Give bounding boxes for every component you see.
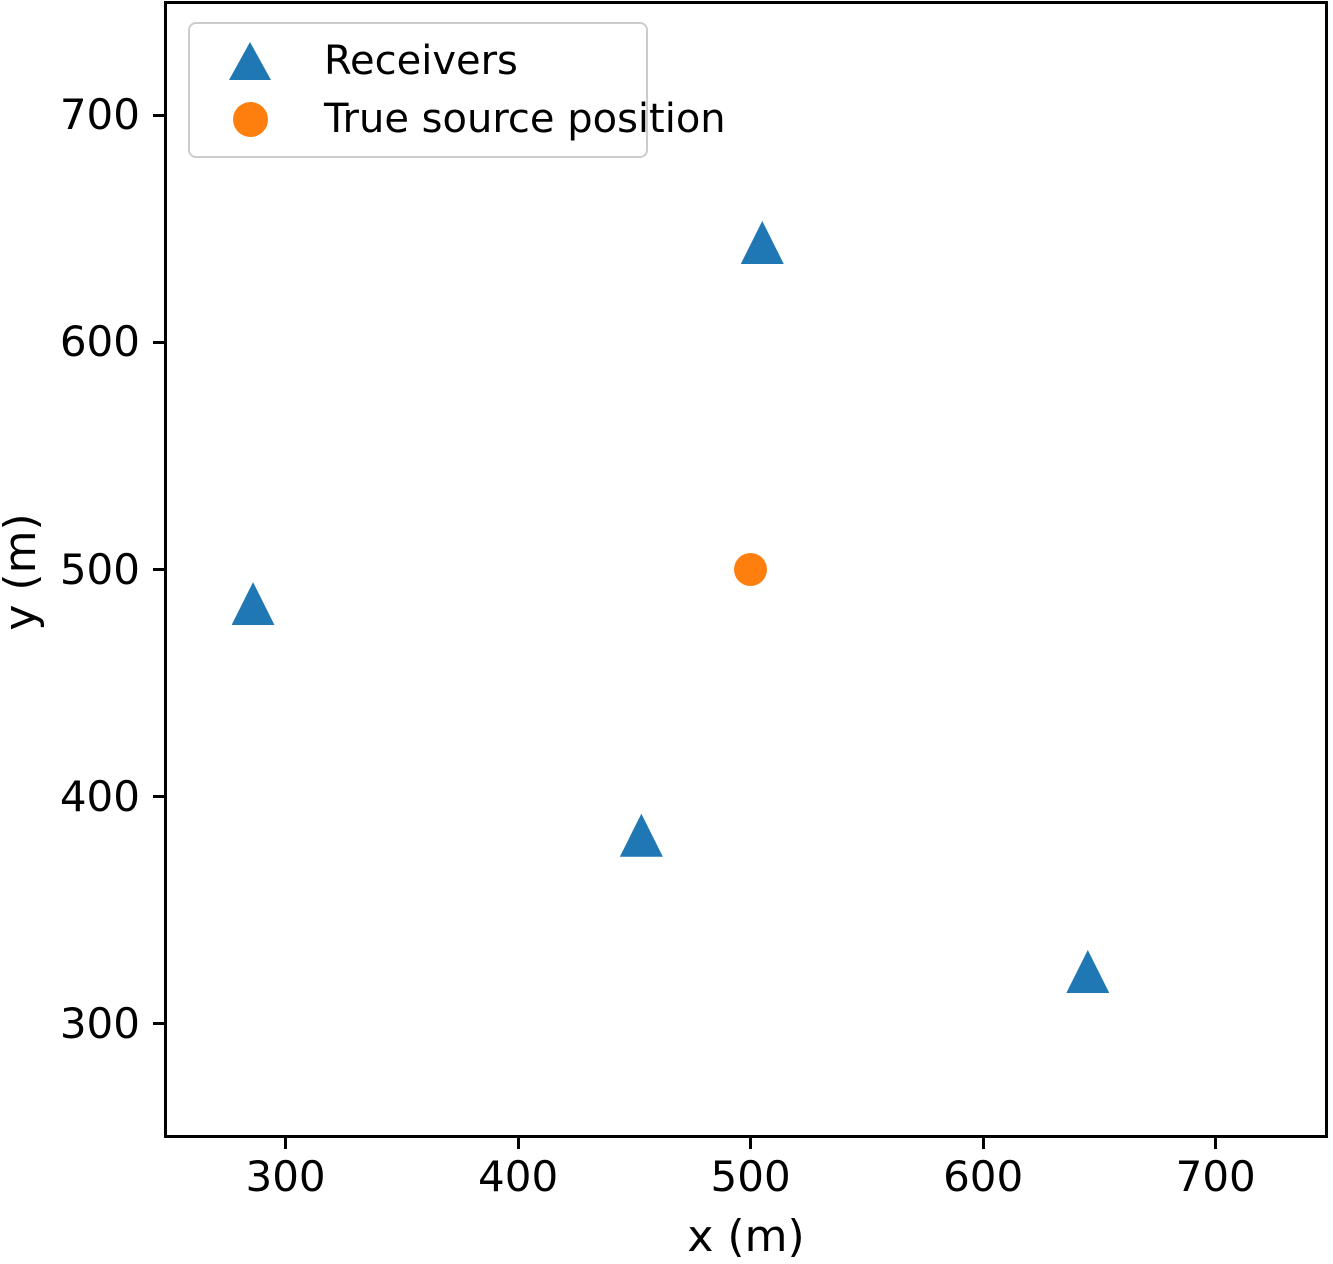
legend-marker-box bbox=[226, 42, 274, 80]
y-tick-label: 600 bbox=[59, 317, 140, 367]
y-tick-label: 700 bbox=[59, 90, 140, 140]
legend-item-true-source-position: True source position bbox=[226, 95, 726, 143]
circle-icon bbox=[232, 101, 268, 137]
x-tick bbox=[1214, 1138, 1218, 1149]
legend-item-receivers: Receivers bbox=[226, 37, 646, 85]
y-axis-label: y (m) bbox=[0, 513, 46, 631]
y-tick-label: 400 bbox=[59, 771, 140, 821]
x-axis-label: x (m) bbox=[687, 1211, 805, 1262]
y-tick-label: 500 bbox=[59, 544, 140, 594]
legend: Receivers True source position bbox=[188, 22, 726, 158]
x-tick bbox=[284, 1138, 288, 1149]
y-tick bbox=[153, 795, 164, 799]
x-tick-label: 700 bbox=[1175, 1152, 1256, 1201]
y-tick bbox=[153, 113, 164, 117]
x-tick-label: 400 bbox=[478, 1152, 559, 1201]
x-tick bbox=[981, 1138, 985, 1149]
legend-item-label: True source position bbox=[324, 96, 726, 142]
y-tick-label: 300 bbox=[59, 998, 140, 1048]
y-tick bbox=[153, 340, 164, 344]
y-tick bbox=[153, 568, 164, 571]
x-tick-label: 600 bbox=[943, 1152, 1024, 1201]
x-tick-label: 300 bbox=[245, 1152, 326, 1201]
triangle-icon bbox=[229, 42, 271, 80]
legend-marker-box bbox=[226, 101, 274, 137]
legend-item-label: Receivers bbox=[324, 38, 518, 84]
x-tick-label: 500 bbox=[710, 1152, 791, 1201]
true-source-position-marker bbox=[734, 553, 768, 586]
x-tick bbox=[749, 1138, 753, 1149]
y-tick bbox=[153, 1022, 164, 1026]
x-tick bbox=[516, 1138, 520, 1149]
